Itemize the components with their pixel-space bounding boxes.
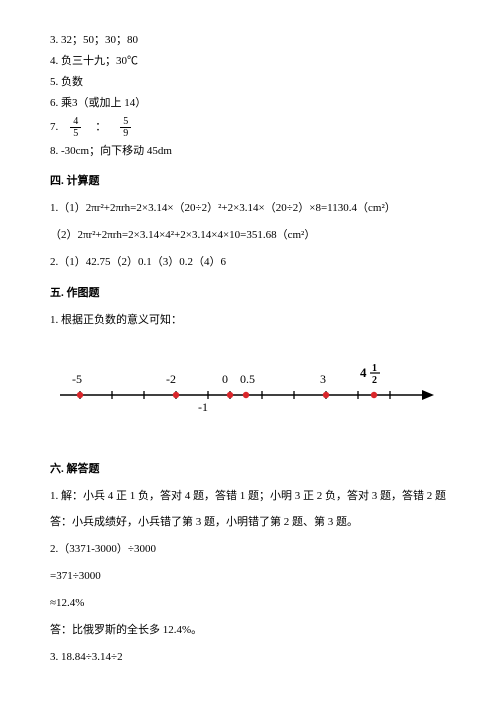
sec6-q2c: ≈12.4%	[50, 593, 450, 614]
svg-text:4: 4	[360, 365, 367, 380]
svg-text:-5: -5	[72, 372, 82, 386]
item-7-label: 7.	[50, 117, 58, 138]
sec4-q2: 2.（1）42.75（2）0.1（3）0.2（4）6	[50, 252, 450, 273]
fraction-denominator: 5	[70, 128, 81, 139]
svg-text:1: 1	[372, 363, 377, 374]
item-4: 4. 负三十九；30℃	[50, 51, 450, 72]
sec4-q1b: （2）2πr²+2πrh=2×3.14×4²+2×3.14×4×10=351.6…	[50, 225, 450, 246]
sec4-q1a: 1.（1）2πr²+2πrh=2×3.14×（20÷2）²+2×3.14×（20…	[50, 198, 450, 219]
svg-text:0.5: 0.5	[240, 372, 255, 386]
page-content: 3. 32；50；30；80 4. 负三十九；30℃ 5. 负数 6. 乘3（或…	[0, 0, 500, 694]
sec6-q1a: 1. 解：小兵 4 正 1 负，答对 4 题，答错 1 题；小明 3 正 2 负…	[50, 486, 450, 507]
item-5: 5. 负数	[50, 72, 450, 93]
sec6-q3: 3. 18.84÷3.14÷2	[50, 647, 450, 668]
sec6-q2d: 答：比俄罗斯的全长多 12.4%。	[50, 620, 450, 641]
fraction-numerator: 5	[120, 116, 131, 128]
ratio-separator: ：	[95, 117, 106, 138]
fraction-denominator: 9	[120, 128, 131, 139]
svg-text:3: 3	[320, 372, 326, 386]
section-5-heading: 五. 作图题	[50, 283, 450, 304]
svg-text:0: 0	[222, 372, 228, 386]
fraction-numerator: 4	[70, 116, 81, 128]
item-6: 6. 乘3（或加上 14）	[50, 93, 450, 114]
section-4-heading: 四. 计算题	[50, 171, 450, 192]
sec6-q2b: =371÷3000	[50, 566, 450, 587]
svg-text:-1: -1	[198, 400, 208, 414]
sec6-q1b: 答：小兵成绩好，小兵错了第 3 题，小明错了第 2 题、第 3 题。	[50, 512, 450, 533]
number-line-diagram: -5 -2 0 0.5 3 412 -1	[50, 353, 440, 423]
section-6-heading: 六. 解答题	[50, 459, 450, 480]
sec6-q2a: 2.（3371-3000）÷3000	[50, 539, 450, 560]
fraction-4-5: 4 5	[70, 116, 81, 139]
item-3: 3. 32；50；30；80	[50, 30, 450, 51]
item-7: 7. 4 5 ： 5 9	[50, 116, 450, 139]
svg-text:-2: -2	[166, 372, 176, 386]
svg-text:2: 2	[372, 375, 377, 386]
item-8: 8. -30cm；向下移动 45dm	[50, 141, 450, 162]
fraction-5-9: 5 9	[120, 116, 131, 139]
sec5-q1: 1. 根据正负数的意义可知：	[50, 310, 450, 331]
